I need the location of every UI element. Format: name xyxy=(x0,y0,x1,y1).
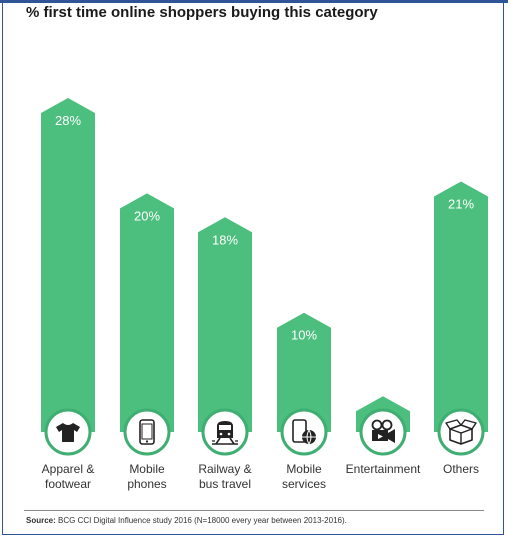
category-label: Apparel & xyxy=(42,462,95,476)
category-label: bus travel xyxy=(199,477,251,491)
source-note: Source: BCG CCI Digital Influence study … xyxy=(26,516,347,525)
category-label: Others xyxy=(443,462,479,476)
bar-value-label: 28% xyxy=(55,113,81,128)
chart-bar xyxy=(41,98,95,432)
icon-badge xyxy=(123,408,171,456)
chart-bar xyxy=(120,193,174,432)
train-icon xyxy=(212,421,238,445)
icon-badge xyxy=(280,408,328,456)
chart-frame xyxy=(2,2,504,535)
box-icon xyxy=(445,419,477,445)
category-label: Railway & xyxy=(198,462,251,476)
mobile-phone-icon xyxy=(139,419,155,445)
category-label: Entertainment xyxy=(346,462,421,476)
source-divider xyxy=(24,510,484,511)
film-camera-icon xyxy=(371,419,395,443)
bar-value-label: 21% xyxy=(448,197,474,212)
category-label: phones xyxy=(127,477,166,491)
tshirt-icon xyxy=(56,423,80,442)
chart-bar xyxy=(277,312,331,432)
icon-badge xyxy=(437,408,485,456)
bar-value-label: 10% xyxy=(291,328,317,343)
chart-title: % first time online shoppers buying this… xyxy=(26,4,378,21)
category-label: Mobile xyxy=(129,462,165,476)
bar-value-label: 18% xyxy=(212,232,238,247)
bar-value-label: 20% xyxy=(134,208,160,223)
category-label: services xyxy=(282,477,326,491)
chart-bar xyxy=(198,217,252,432)
category-label: footwear xyxy=(45,477,91,491)
phone-globe-icon xyxy=(292,419,316,445)
chart-bar xyxy=(434,181,488,432)
source-label: Source: xyxy=(26,516,56,525)
source-text: BCG CCI Digital Influence study 2016 (N=… xyxy=(58,516,347,525)
category-label: Mobile xyxy=(286,462,322,476)
top-accent-strip xyxy=(0,0,508,3)
